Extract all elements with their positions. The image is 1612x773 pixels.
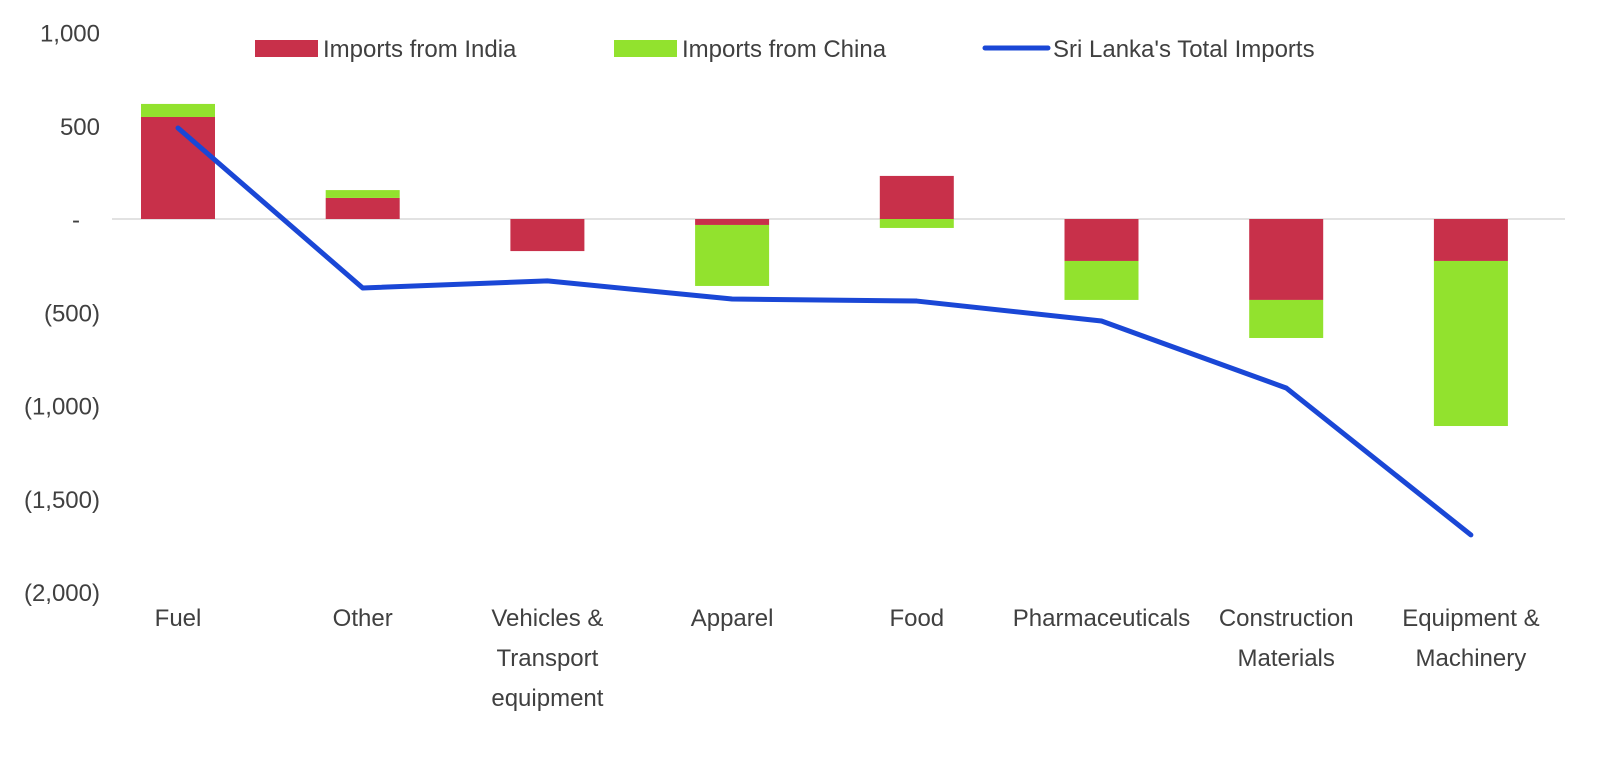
legend-swatch (255, 40, 318, 57)
bar-imports-from-india (326, 198, 400, 219)
y-tick-label: (2,000) (24, 580, 100, 607)
bar-imports-from-india (695, 219, 769, 225)
x-tick-label: Fuel (155, 605, 202, 632)
bar-imports-from-china (1434, 261, 1508, 426)
y-tick-label: 1,000 (40, 21, 100, 48)
legend-label: Sri Lanka's Total Imports (1053, 36, 1315, 63)
y-tick-label: (1,000) (24, 394, 100, 421)
x-tick-label: Apparel (691, 605, 774, 632)
bar-imports-from-china (880, 219, 954, 228)
bars (141, 104, 1508, 426)
x-tick-label: Equipment &Machinery (1402, 605, 1539, 672)
bar-imports-from-india (1434, 219, 1508, 261)
bar-imports-from-india (141, 117, 215, 219)
legend-label: Imports from India (323, 36, 517, 63)
bar-imports-from-china (695, 225, 769, 286)
legend: Imports from India Imports from China Sri … (255, 36, 1315, 63)
x-tick-label: Food (889, 605, 944, 632)
bar-imports-from-india (880, 176, 954, 219)
bar-imports-from-china (1065, 261, 1139, 300)
y-tick-label: - (72, 207, 80, 234)
bar-imports-from-china (1249, 300, 1323, 338)
y-tick-label: (1,500) (24, 487, 100, 514)
legend-label: Imports from China (682, 36, 887, 63)
x-tick-label: Other (333, 605, 393, 632)
bar-imports-from-india (510, 219, 584, 251)
bar-imports-from-china (326, 190, 400, 198)
x-tick-label: Pharmaceuticals (1013, 605, 1190, 632)
bar-imports-from-china (141, 104, 215, 117)
bar-imports-from-india (1065, 219, 1139, 261)
y-tick-label: (500) (44, 300, 100, 327)
y-tick-label: 500 (60, 114, 100, 141)
legend-swatch (614, 40, 677, 57)
y-axis: 1,000 500 - (500) (1,000) (1,500) (2,000) (24, 21, 100, 608)
bar-imports-from-india (1249, 219, 1323, 300)
